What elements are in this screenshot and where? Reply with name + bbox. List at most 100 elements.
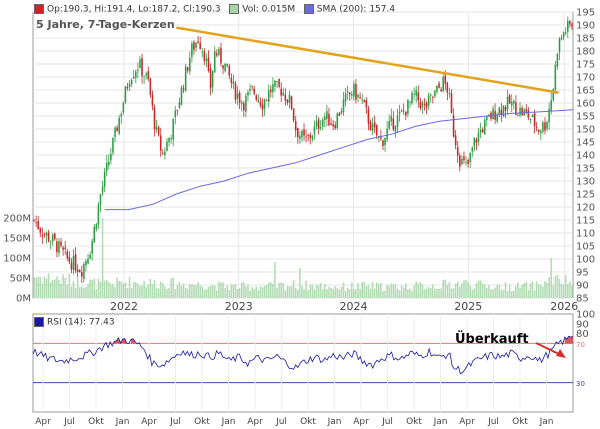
price-tick-label: 155	[576, 112, 595, 123]
volume-bar	[550, 258, 552, 298]
month-tick-label: Apr	[35, 417, 51, 427]
volume-bar	[378, 283, 380, 298]
candle-body	[228, 65, 231, 76]
volume-bar	[143, 281, 145, 298]
candle-body	[54, 233, 56, 239]
price-tick-label: 135	[576, 164, 595, 175]
candle-body	[463, 156, 465, 161]
candle-body	[255, 95, 258, 100]
candle-body	[66, 251, 69, 259]
candle-body	[382, 140, 384, 146]
price-tick-label: 105	[576, 242, 595, 253]
price-tick-label: 90	[576, 281, 589, 292]
candle-body	[261, 104, 264, 110]
volume-bar	[191, 284, 193, 298]
volume-bar	[461, 283, 463, 298]
candle-body	[122, 102, 125, 113]
candle-body	[162, 152, 164, 154]
price-tick-label: 190	[576, 21, 595, 32]
volume-bar	[309, 284, 312, 298]
candle-body	[461, 158, 463, 165]
volume-bar	[255, 286, 258, 298]
volume-bar	[218, 281, 220, 298]
volume-bar	[515, 285, 517, 298]
volume-bar	[425, 288, 428, 298]
candle-body	[267, 90, 270, 102]
volume-bar	[392, 284, 395, 298]
volume-bar	[502, 289, 505, 298]
candle-body	[149, 78, 152, 95]
candle-body	[87, 258, 89, 264]
candle-body	[251, 86, 253, 88]
candle-body	[515, 102, 517, 116]
volume-bar	[423, 289, 426, 298]
volume-bar	[427, 286, 430, 298]
candle-body	[299, 135, 301, 140]
volume-bar	[313, 289, 316, 298]
volume-bar	[475, 283, 478, 298]
volume-bar	[101, 218, 104, 298]
candle-body	[450, 93, 453, 113]
candle-body	[288, 94, 291, 103]
volume-bar	[224, 287, 226, 298]
candle-body	[74, 254, 77, 271]
candle-body	[83, 263, 85, 279]
candle-body	[280, 88, 282, 96]
legend-hi: Hi:191.4	[94, 4, 133, 15]
volume-bar	[450, 288, 453, 298]
candle-body	[454, 135, 457, 146]
volume-bar	[317, 285, 320, 298]
candle-body	[153, 107, 156, 130]
rsi-tick-label: 80	[576, 329, 589, 340]
volume-bar	[334, 286, 336, 298]
candle-body	[432, 96, 434, 98]
volume-bar	[182, 283, 185, 298]
price-tick-label: 115	[576, 216, 595, 227]
candle-body	[338, 113, 341, 116]
candle-body	[477, 132, 480, 142]
volume-bar	[51, 279, 54, 298]
candle-body	[139, 59, 141, 68]
rsi-line	[32, 335, 574, 375]
candle-body	[328, 113, 330, 126]
volume-bar	[365, 286, 368, 298]
rsi-overbought-fill	[564, 336, 573, 344]
candle-body	[357, 94, 359, 98]
candle-body	[112, 137, 114, 153]
candle-body	[292, 108, 295, 121]
volume-bar	[286, 285, 289, 298]
candle-body	[201, 51, 204, 53]
volume-bar	[357, 283, 359, 298]
candle-body	[145, 73, 147, 76]
candle-body	[365, 100, 368, 108]
volume-bar	[201, 286, 204, 298]
volume-bar	[477, 280, 480, 298]
volume-bar	[213, 285, 216, 298]
legend-sma: SMA (200): 157.4	[316, 4, 396, 15]
volume-bar	[189, 283, 191, 298]
volume-bar	[197, 281, 199, 298]
candle-body	[567, 20, 569, 32]
volume-bar	[74, 287, 77, 298]
candle-body	[126, 87, 129, 89]
candle-body	[116, 127, 118, 132]
volume-bar	[274, 262, 276, 298]
candle-body	[452, 115, 455, 137]
candle-body	[176, 109, 179, 111]
volume-bar	[548, 277, 550, 298]
month-tick-label: Apr	[141, 417, 157, 427]
candle-body	[388, 121, 390, 129]
month-tick-label: Jan	[539, 417, 554, 427]
price-tick-label: 110	[576, 229, 595, 240]
candle-body	[544, 122, 546, 131]
volume-bar	[267, 282, 270, 298]
candle-body	[284, 94, 287, 101]
candle-body	[380, 137, 382, 139]
candle-body	[170, 138, 172, 139]
candle-body	[531, 115, 534, 118]
candle-body	[132, 76, 135, 79]
volume-bar	[560, 283, 563, 298]
volume-bar	[132, 281, 135, 298]
volume-bar	[292, 280, 295, 298]
volume-bar	[272, 283, 274, 298]
